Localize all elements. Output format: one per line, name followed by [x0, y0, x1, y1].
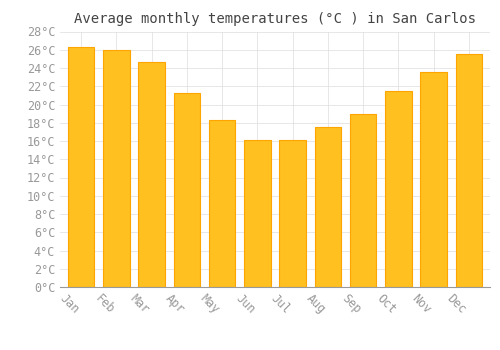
Bar — [280, 140, 306, 287]
Bar — [314, 127, 341, 287]
Bar — [350, 114, 376, 287]
Bar — [174, 93, 200, 287]
Bar — [68, 47, 94, 287]
Bar — [209, 120, 236, 287]
Bar — [456, 54, 482, 287]
Bar — [420, 72, 447, 287]
Bar — [138, 62, 165, 287]
Bar — [385, 91, 411, 287]
Title: Average monthly temperatures (°C ) in San Carlos: Average monthly temperatures (°C ) in Sa… — [74, 12, 476, 26]
Bar — [244, 140, 270, 287]
Bar — [103, 50, 130, 287]
